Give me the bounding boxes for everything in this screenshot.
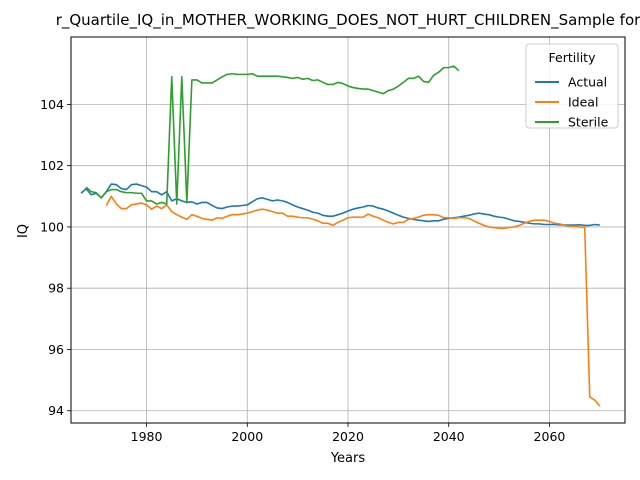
x-axis-label: Years	[330, 451, 366, 466]
legend-label-ideal: Ideal	[568, 95, 598, 110]
y-tick-label: 98	[48, 281, 64, 296]
legend-label-sterile: Sterile	[568, 115, 609, 130]
series-lines	[80, 65, 601, 407]
y-tick-label: 102	[40, 158, 64, 173]
x-tick-label: 2000	[231, 429, 263, 444]
axis-ticks: 1980 2000 2020 2040 2060 94 96 98 100 102 104	[40, 97, 565, 444]
y-tick-label: 94	[48, 403, 64, 418]
legend-title: Fertility	[549, 50, 597, 65]
y-tick-label: 100	[40, 219, 64, 234]
y-tick-label: 104	[40, 97, 64, 112]
chart-title: r_Quartile_IQ_in_MOTHER_WORKING_DOES_NOT…	[56, 11, 640, 30]
y-tick-label: 96	[48, 342, 64, 357]
x-tick-label: 1980	[131, 429, 163, 444]
legend-box	[525, 43, 619, 129]
x-tick-label: 2020	[332, 429, 364, 444]
series-line-sterile	[85, 65, 460, 205]
series-line-ideal	[105, 195, 601, 407]
legend: Fertility Actual Ideal Sterile	[525, 43, 619, 130]
x-tick-label: 2060	[534, 429, 566, 444]
legend-label-actual: Actual	[568, 75, 607, 90]
y-axis-label: IQ	[16, 224, 31, 238]
x-tick-label: 2040	[433, 429, 465, 444]
